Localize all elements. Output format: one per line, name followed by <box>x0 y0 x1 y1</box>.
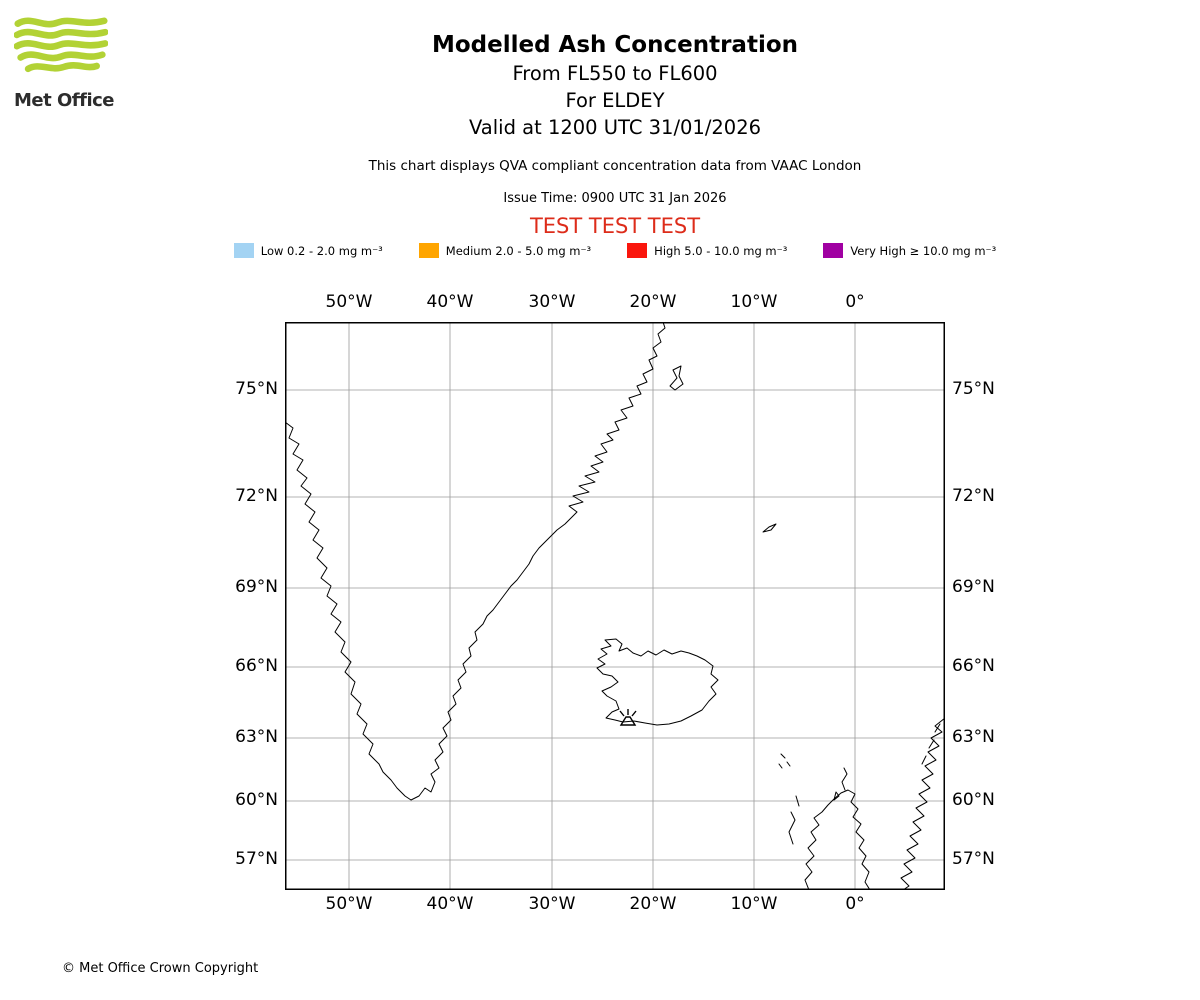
subtitle-flight-levels: From FL550 to FL600 <box>512 62 718 85</box>
legend-swatch-very-high <box>823 243 844 258</box>
logo-wordmark: Met Office <box>14 90 115 111</box>
lat-label-right-63n: 63°N <box>952 727 995 747</box>
test-banner: TEST TEST TEST <box>529 214 701 238</box>
legend-item-medium: Medium 2.0 - 5.0 mg m⁻³ <box>418 243 592 258</box>
legend-item-high: High 5.0 - 10.0 mg m⁻³ <box>627 243 787 258</box>
lon-label-bottom-20w: 20°W <box>629 894 677 914</box>
lat-label-left-72n: 72°N <box>235 486 278 506</box>
legend-label-low: Low 0.2 - 2.0 mg m⁻³ <box>260 243 383 258</box>
subtitle-valid-time: Valid at 1200 UTC 31/01/2026 <box>468 116 762 139</box>
page-title: Modelled Ash Concentration <box>431 32 799 58</box>
met-office-logo: Met Office <box>13 14 134 111</box>
lat-label-right-60n: 60°N <box>952 790 995 810</box>
coastline-greenland <box>285 322 666 801</box>
map-canvas <box>285 322 945 890</box>
lon-label-top-20w: 20°W <box>629 292 677 312</box>
lon-label-bottom-10w: 10°W <box>730 894 778 914</box>
legend-swatch-medium <box>418 243 439 258</box>
lon-label-bottom-0: 0° <box>845 894 865 914</box>
coastline-norway-islands <box>921 723 941 765</box>
lat-label-right-66n: 66°N <box>952 656 995 676</box>
lon-label-top-30w: 30°W <box>528 292 576 312</box>
lat-label-left-75n: 75°N <box>235 379 278 399</box>
lat-label-left-57n: 57°N <box>235 849 278 869</box>
copyright-notice: © Met Office Crown Copyright <box>62 961 259 976</box>
issue-time: Issue Time: 0900 UTC 31 Jan 2026 <box>503 191 727 206</box>
coastline-iceland <box>596 638 719 726</box>
lat-label-right-75n: 75°N <box>952 379 995 399</box>
coastline-scotland <box>804 789 871 890</box>
legend-label-high: High 5.0 - 10.0 mg m⁻³ <box>654 243 788 258</box>
lon-label-bottom-30w: 30°W <box>528 894 576 914</box>
coastline-norway <box>900 717 945 890</box>
coastline-faroes <box>778 753 791 769</box>
lon-label-top-40w: 40°W <box>426 292 474 312</box>
logo-waves-icon <box>13 17 109 73</box>
coastline-jan-mayen <box>762 523 777 533</box>
subtitle-volcano: For ELDEY <box>565 89 665 112</box>
legend-swatch-low <box>233 243 254 258</box>
lon-label-top-0: 0° <box>845 292 865 312</box>
legend-item-very-high: Very High ≥ 10.0 mg m⁻³ <box>823 243 996 258</box>
title-block: Modelled Ash Concentration From FL550 to… <box>15 30 1200 141</box>
legend-label-medium: Medium 2.0 - 5.0 mg m⁻³ <box>445 243 592 258</box>
map-border <box>285 322 945 890</box>
coastline-orkney-shetland <box>833 767 848 801</box>
legend-swatch-high <box>627 243 648 258</box>
legend-item-low: Low 0.2 - 2.0 mg m⁻³ <box>233 243 383 258</box>
lon-label-top-50w: 50°W <box>325 292 373 312</box>
lon-label-bottom-40w: 40°W <box>426 894 474 914</box>
lon-label-top-10w: 10°W <box>730 292 778 312</box>
lon-label-bottom-50w: 50°W <box>325 894 373 914</box>
graticule-gridlines <box>285 322 945 890</box>
eruption-site-icon <box>619 709 637 726</box>
qva-compliance-note: This chart displays QVA compliant concen… <box>368 158 862 174</box>
coastline-hebrides <box>788 795 800 845</box>
legend-label-very-high: Very High ≥ 10.0 mg m⁻³ <box>850 243 997 258</box>
legend: Low 0.2 - 2.0 mg m⁻³ Medium 2.0 - 5.0 mg… <box>0 243 1200 258</box>
lat-label-left-69n: 69°N <box>235 577 278 597</box>
lat-label-left-60n: 60°N <box>235 790 278 810</box>
lat-label-left-63n: 63°N <box>235 727 278 747</box>
lat-label-left-66n: 66°N <box>235 656 278 676</box>
lat-label-right-69n: 69°N <box>952 577 995 597</box>
lat-label-right-57n: 57°N <box>952 849 995 869</box>
coastline-greenland-ne-island <box>669 365 684 391</box>
lat-label-right-72n: 72°N <box>952 486 995 506</box>
